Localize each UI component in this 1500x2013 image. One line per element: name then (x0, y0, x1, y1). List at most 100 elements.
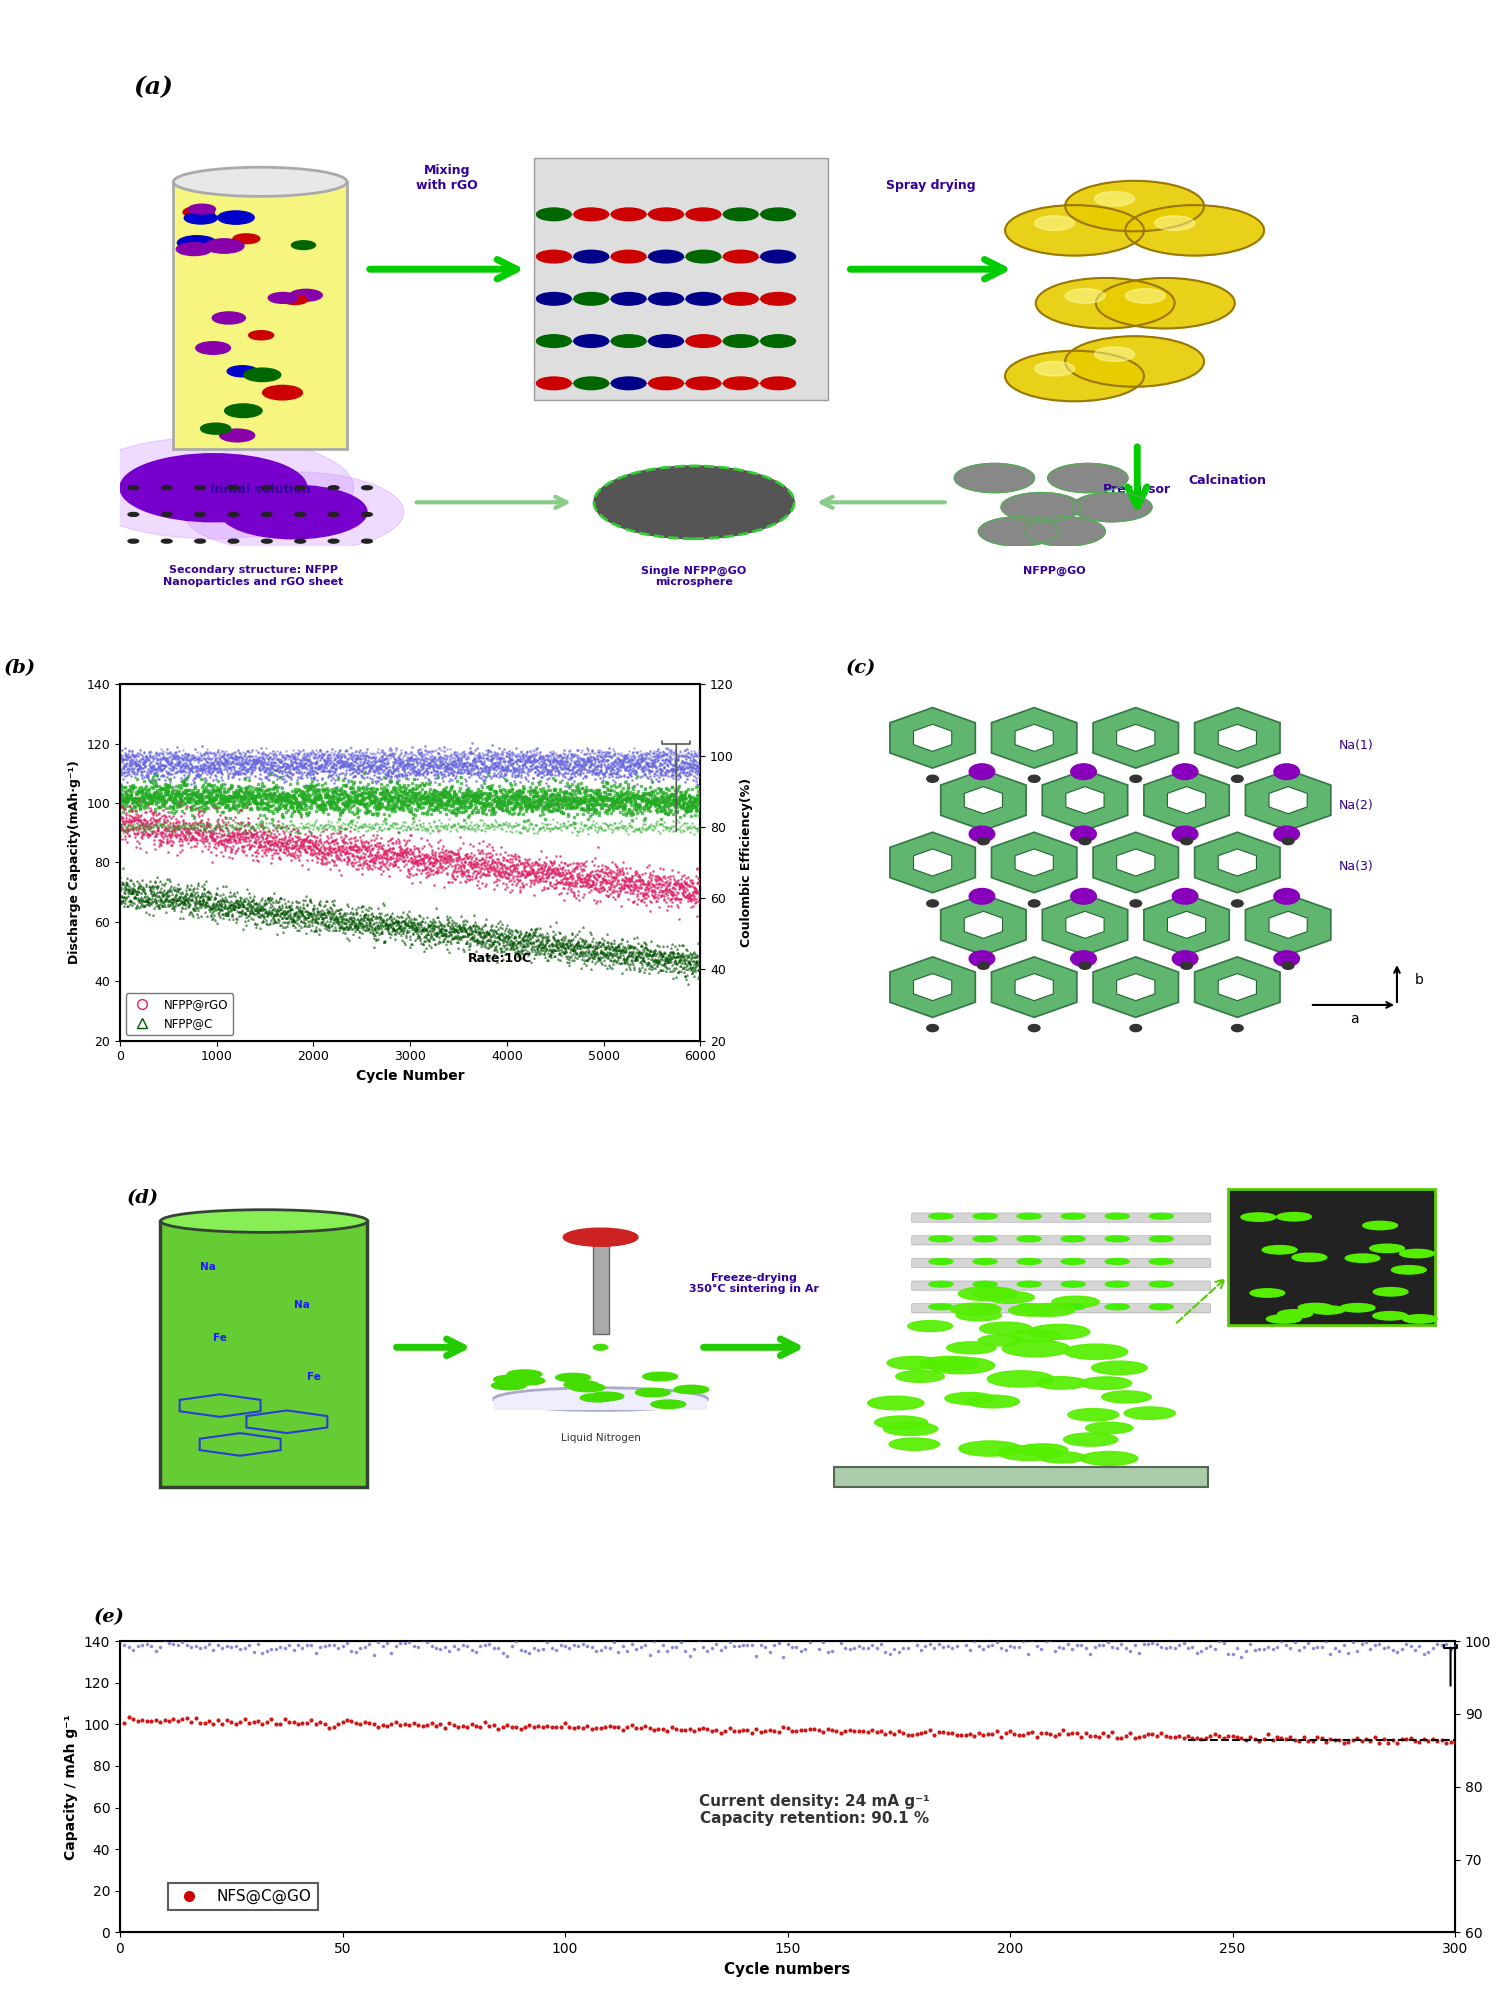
Point (318, 747, 342, 779)
Point (308, 819, 332, 851)
Point (520, 916, 544, 948)
Point (681, 890, 705, 922)
Point (370, 749, 394, 781)
Point (220, 888, 245, 920)
Point (784, 1715, 808, 1747)
Point (364, 910, 388, 942)
Point (255, 896, 279, 928)
Point (158, 819, 182, 851)
Point (518, 791, 542, 823)
Point (286, 747, 310, 779)
Point (376, 799, 400, 831)
Point (382, 914, 406, 946)
Point (135, 741, 159, 773)
Point (222, 878, 246, 910)
Point (422, 914, 446, 946)
Point (152, 789, 176, 821)
Point (362, 741, 386, 773)
Point (656, 894, 680, 926)
Point (507, 920, 531, 952)
Point (648, 864, 672, 896)
Point (450, 761, 474, 793)
Point (669, 870, 693, 902)
Point (393, 749, 417, 781)
Point (388, 739, 412, 771)
Point (248, 809, 272, 841)
Circle shape (261, 539, 272, 544)
Point (606, 791, 630, 823)
Point (584, 1635, 608, 1667)
Point (326, 906, 350, 938)
Point (234, 886, 258, 918)
Point (164, 890, 188, 922)
Point (663, 775, 687, 807)
Point (630, 745, 654, 777)
Point (165, 819, 189, 851)
Point (489, 791, 513, 823)
Point (135, 741, 159, 773)
Point (624, 745, 648, 777)
Point (388, 745, 412, 777)
Point (120, 735, 144, 767)
Point (536, 757, 560, 789)
Point (594, 767, 618, 799)
Point (537, 785, 561, 817)
Point (662, 787, 686, 819)
Point (534, 924, 558, 956)
Point (642, 787, 666, 819)
Point (633, 870, 657, 902)
Point (567, 785, 591, 817)
Point (501, 785, 525, 817)
Point (504, 733, 528, 765)
Point (280, 739, 304, 771)
Point (550, 775, 574, 807)
Point (267, 904, 291, 936)
Point (396, 900, 420, 932)
Point (300, 737, 324, 769)
Point (303, 781, 327, 813)
Point (168, 777, 192, 809)
Point (162, 783, 186, 815)
Point (427, 783, 451, 815)
Point (346, 841, 370, 874)
Point (351, 904, 375, 936)
Point (294, 896, 318, 928)
Point (413, 739, 436, 771)
Point (162, 751, 186, 783)
Point (550, 759, 574, 791)
Point (366, 733, 390, 765)
Point (399, 741, 423, 773)
Point (326, 793, 350, 825)
Point (288, 908, 312, 940)
Point (410, 783, 434, 815)
Point (134, 785, 158, 817)
Point (664, 739, 688, 771)
Point (624, 936, 648, 968)
Point (321, 757, 345, 789)
Point (512, 797, 536, 829)
Point (432, 731, 456, 763)
Point (410, 821, 434, 854)
Point (408, 847, 432, 880)
Point (504, 777, 528, 809)
Point (116, 785, 140, 817)
Point (288, 775, 312, 807)
Point (664, 948, 688, 980)
Point (413, 769, 436, 801)
Point (639, 779, 663, 811)
Point (130, 809, 154, 841)
Point (369, 831, 393, 864)
Point (435, 775, 459, 807)
Point (555, 739, 579, 771)
Point (454, 783, 478, 815)
Point (282, 741, 306, 773)
Point (612, 809, 636, 841)
Point (666, 743, 690, 775)
Point (427, 926, 451, 958)
Point (610, 749, 634, 781)
Point (634, 747, 658, 779)
Point (312, 751, 336, 783)
Point (340, 904, 364, 936)
Point (478, 771, 502, 803)
Point (198, 815, 222, 847)
